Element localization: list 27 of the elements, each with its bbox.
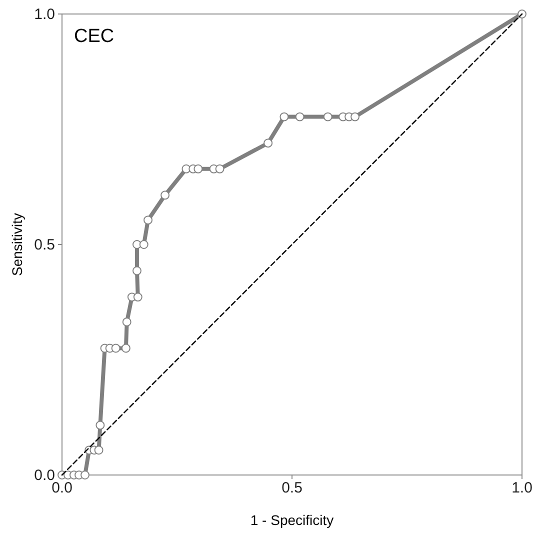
x-axis-title: 1 - Specificity [250, 512, 334, 528]
point [295, 112, 304, 122]
point [144, 216, 153, 225]
point [132, 266, 142, 276]
point [133, 292, 142, 302]
point [264, 138, 273, 148]
point [96, 420, 105, 430]
point [194, 164, 203, 174]
x-tick-label: 0.5 [282, 480, 302, 497]
point [280, 112, 289, 122]
text: CEC [74, 26, 114, 47]
y-axis-title: Sensitivity [9, 212, 25, 276]
point [518, 10, 526, 18]
point [94, 446, 104, 455]
point [139, 240, 148, 249]
point [350, 112, 360, 122]
point [111, 344, 120, 353]
point [80, 470, 90, 480]
y-tick-label: 1.0 [34, 6, 55, 23]
x-tick-label: 0.0 [52, 480, 72, 497]
point [122, 317, 132, 326]
point [215, 164, 224, 174]
point [160, 190, 170, 200]
y-tick-label: 0.5 [34, 236, 55, 254]
point [121, 344, 130, 353]
point [323, 112, 332, 122]
x-tick-label: 1.0 [512, 480, 532, 497]
